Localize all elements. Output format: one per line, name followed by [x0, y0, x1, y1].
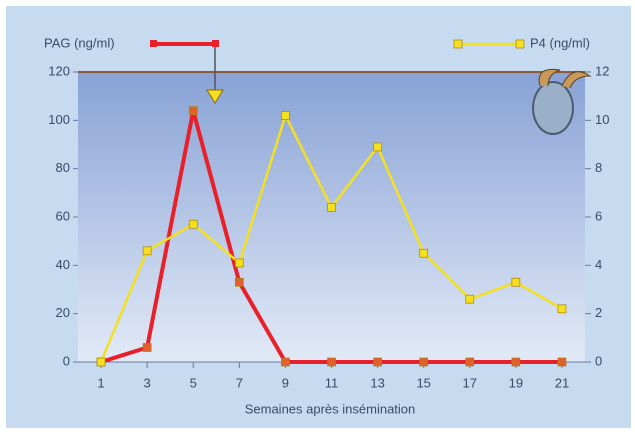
y-tick-label: 60 [56, 208, 70, 223]
point-marker [511, 277, 521, 287]
x-tick-label: 9 [282, 375, 289, 390]
y2-tick-label: 12 [595, 63, 609, 78]
y-tick-label: 40 [56, 257, 70, 272]
point-marker [557, 304, 567, 314]
x-tick-label: 7 [236, 375, 243, 390]
legend-marker [150, 40, 157, 47]
point-marker [511, 357, 521, 367]
x-tick-label: 11 [325, 375, 339, 390]
x-tick-label: 19 [509, 375, 523, 390]
point-marker [557, 357, 567, 367]
point-marker [142, 246, 152, 256]
point-marker [281, 111, 290, 120]
x-tick-label: 5 [190, 375, 197, 390]
arrow-head [206, 89, 224, 104]
point-marker [142, 343, 152, 352]
point-marker [419, 357, 429, 367]
point-marker [188, 219, 198, 229]
legend-label: P4 (ng/ml) [530, 35, 590, 50]
point-marker [465, 294, 475, 304]
y2-tick-label: 2 [595, 305, 602, 320]
y2-tick-label: 6 [595, 208, 602, 223]
y-tick-label: 120 [48, 63, 70, 78]
y2-tick-label: 4 [595, 257, 602, 272]
point-marker [234, 258, 244, 268]
y-tick-label: 80 [56, 160, 70, 175]
plot-area [78, 72, 585, 362]
legend-marker [515, 39, 525, 49]
legend-label: PAG (ng/ml) [44, 35, 115, 50]
point-marker [465, 357, 475, 367]
legend-marker [212, 40, 219, 47]
x-tick-label: 1 [97, 375, 104, 390]
y-tick-label: 100 [48, 112, 70, 127]
legend-marker [453, 39, 463, 49]
y2-tick-label: 10 [595, 112, 609, 127]
point-marker [373, 142, 382, 152]
point-marker [234, 277, 244, 287]
x-tick-label: 17 [463, 375, 477, 390]
y-tick-label: 20 [56, 305, 70, 320]
y2-tick-label: 8 [595, 160, 602, 175]
point-marker [96, 357, 106, 367]
x-tick-label: 13 [370, 375, 384, 390]
point-marker [373, 357, 382, 367]
x-tick-label: 15 [416, 375, 430, 390]
x-axis-label: Semaines après insémination [245, 401, 416, 416]
point-marker [188, 106, 198, 116]
point-marker [327, 357, 336, 367]
x-tick-label: 3 [144, 375, 151, 390]
y2-tick-label: 0 [595, 353, 602, 368]
point-marker [327, 202, 336, 212]
point-marker [419, 248, 429, 258]
goat-icon [532, 68, 592, 135]
x-tick-label: 21 [555, 375, 569, 390]
point-marker [281, 357, 290, 367]
y-tick-label: 0 [63, 353, 70, 368]
